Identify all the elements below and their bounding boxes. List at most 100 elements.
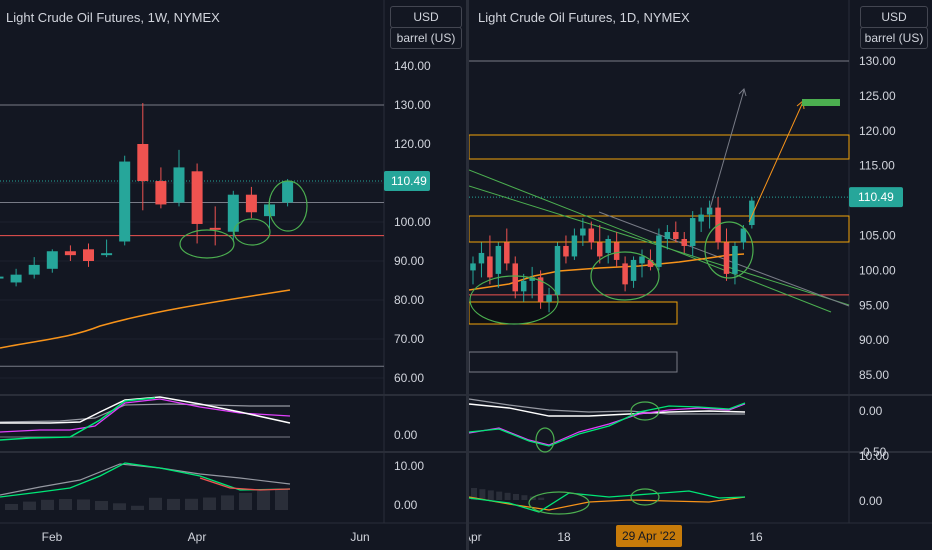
weekly-moving-average [0, 289, 291, 349]
weekly-price-label: 130.00 [394, 98, 431, 112]
daily-candle [613, 242, 620, 260]
daily-target-marker [802, 99, 840, 106]
daily-chart-title: Light Crude Oil Futures, 1D, NYMEX [478, 10, 690, 25]
daily-indicator-line [469, 403, 746, 417]
daily-candle [495, 245, 502, 274]
daily-candle [571, 235, 578, 257]
weekly-candle [64, 251, 76, 256]
daily-indicator-line [469, 398, 745, 415]
daily-candle [504, 242, 510, 264]
daily-histogram-bar [521, 495, 528, 500]
weekly-candle [191, 171, 203, 224]
daily-price-label: 120.00 [859, 124, 896, 138]
daily-target-line [748, 101, 804, 223]
weekly-price-label: 100.00 [394, 215, 431, 229]
daily-candle [588, 228, 595, 243]
daily-highlight-ellipse [590, 251, 660, 301]
weekly-indicator2-line [0, 462, 291, 498]
weekly-candle [282, 181, 294, 203]
weekly-unit-button[interactable]: barrel (US) [390, 27, 462, 49]
weekly-indicator-line [0, 397, 156, 441]
daily-indicator-ellipse [528, 491, 590, 515]
panel-divider[interactable] [466, 0, 469, 550]
weekly-candle [173, 167, 185, 203]
daily-candle [512, 263, 518, 292]
daily-indicator2-label: 0.00 [859, 494, 883, 508]
weekly-histogram-bar [275, 489, 288, 510]
weekly-time-label: Feb [42, 530, 63, 544]
weekly-currency-button[interactable]: USD [390, 6, 462, 28]
weekly-indicator2-line [199, 477, 291, 491]
weekly-candle [119, 161, 131, 242]
daily-candle [546, 294, 552, 302]
daily-price-label: 90.00 [859, 333, 889, 347]
weekly-histogram-bar [77, 499, 90, 510]
weekly-chart-canvas[interactable]: 140.00 130.00 120.00 100.00 90.00 80.00 70.00 6… [0, 0, 466, 550]
daily-chart-panel[interactable]: 130.00 125.00 120.00 115.00 105.00 100.00 95.0… [469, 0, 932, 550]
daily-indicator1-label: 0.00 [859, 404, 883, 418]
weekly-histogram-bar [131, 505, 144, 510]
daily-candle [681, 238, 687, 246]
daily-candle [664, 232, 671, 239]
daily-histogram-bar [504, 492, 511, 500]
daily-candle [740, 228, 747, 243]
weekly-price-label: 90.00 [394, 254, 424, 268]
daily-histogram-bar [471, 488, 477, 500]
daily-histogram-bar [479, 489, 486, 500]
weekly-histogram-bar [257, 490, 270, 510]
weekly-highlight-ellipse [233, 218, 271, 246]
weekly-chart-panel[interactable]: 140.00 130.00 120.00 100.00 90.00 80.00 70.00 6… [0, 0, 466, 550]
weekly-indicator2-label: 0.00 [394, 498, 418, 512]
daily-indicator-ellipse [630, 488, 660, 506]
daily-indicator1-label: -0.50 [859, 445, 887, 459]
weekly-price-label: 70.00 [394, 332, 424, 346]
daily-candle [630, 259, 637, 281]
daily-price-label: 115.00 [859, 159, 895, 173]
daily-candle [487, 256, 493, 278]
daily-histogram-bar [513, 494, 519, 500]
weekly-candle [83, 249, 94, 261]
weekly-highlight-ellipse [179, 229, 235, 259]
weekly-indicator2-label: 10.00 [394, 459, 424, 473]
weekly-histogram-bar [113, 503, 126, 510]
daily-candle [478, 252, 485, 264]
daily-candle [554, 245, 561, 295]
weekly-histogram-bar [149, 497, 162, 510]
daily-candle [698, 214, 704, 222]
weekly-highlight-ellipse [268, 180, 308, 232]
weekly-price-label: 80.00 [394, 293, 424, 307]
daily-chart-canvas[interactable]: 130.00 125.00 120.00 115.00 105.00 100.00 95.0… [469, 0, 932, 550]
weekly-candle [227, 194, 239, 232]
weekly-candle [209, 227, 221, 230]
weekly-candle [46, 251, 58, 269]
weekly-time-label: Apr [188, 530, 207, 544]
daily-channel-line [469, 169, 832, 313]
daily-price-label: 100.00 [859, 263, 896, 277]
weekly-indicator2-line [0, 463, 291, 496]
daily-price-tag-text: 110.49 [858, 190, 894, 204]
daily-time-label: 18 [557, 530, 571, 544]
daily-currency-button[interactable]: USD [860, 6, 928, 28]
daily-time-label: Apr [469, 530, 482, 544]
daily-candle [580, 228, 586, 236]
weekly-histogram-bar [5, 504, 18, 510]
weekly-histogram-bar [23, 501, 36, 510]
daily-candle [647, 259, 654, 267]
daily-candle [605, 238, 611, 253]
weekly-histogram-bar [41, 499, 54, 510]
daily-projection-line [708, 89, 745, 213]
weekly-candle [0, 276, 4, 279]
daily-price-label: 85.00 [859, 368, 889, 382]
crosshair-date-label: 29 Apr '22 [616, 525, 682, 547]
daily-candle [732, 245, 738, 274]
weekly-price-label: 120.00 [394, 137, 431, 151]
daily-candle [673, 232, 679, 239]
daily-indicator-line [469, 402, 746, 447]
weekly-histogram-bar [95, 501, 108, 510]
daily-time-label: 16 [749, 530, 763, 544]
daily-histogram-bar [496, 491, 503, 500]
daily-unit-button[interactable]: barrel (US) [860, 27, 928, 49]
weekly-chart-title: Light Crude Oil Futures, 1W, NYMEX [6, 10, 220, 25]
weekly-histogram-bar [221, 495, 234, 510]
weekly-candle [155, 181, 167, 205]
